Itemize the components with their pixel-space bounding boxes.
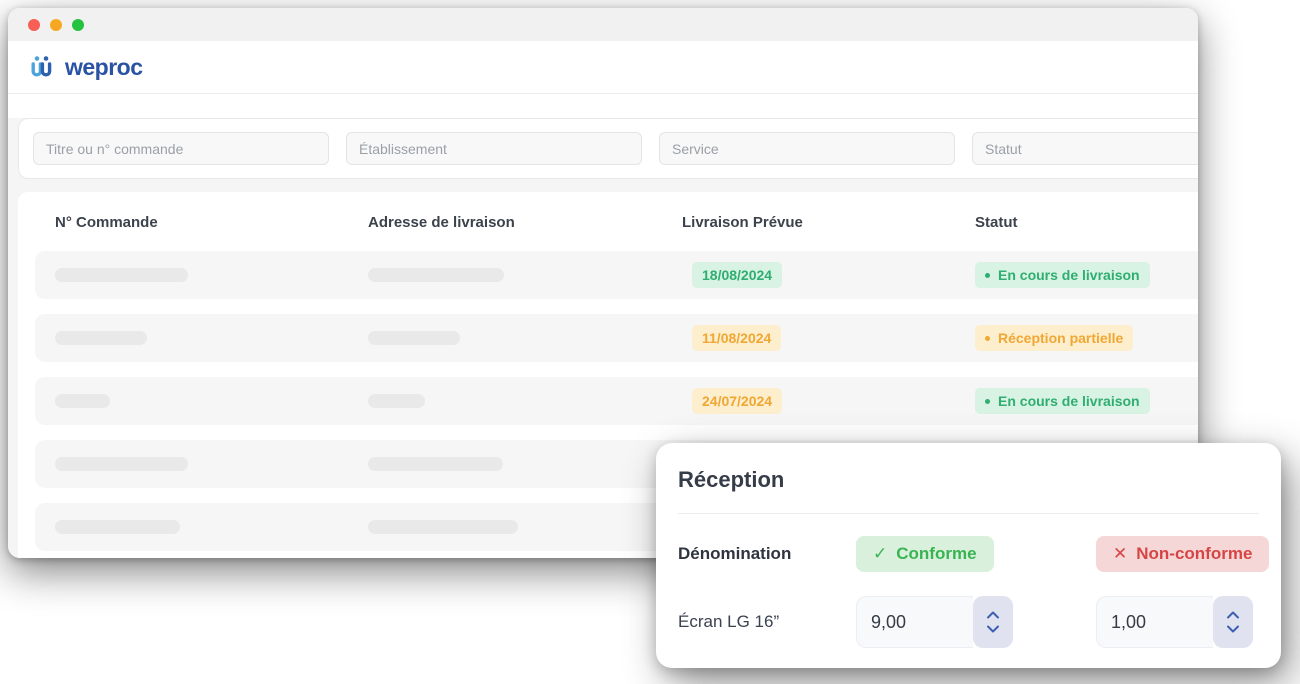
table-row[interactable]: 18/08/2024 En cours de livraison bbox=[35, 251, 1198, 299]
increment-button[interactable] bbox=[1226, 611, 1240, 619]
status-dot bbox=[985, 398, 990, 404]
status-badge: Réception partielle bbox=[975, 325, 1134, 351]
table-header-row: N° Commande Adresse de livraison Livrais… bbox=[18, 192, 1198, 231]
decrement-button[interactable] bbox=[1226, 625, 1240, 633]
non-conforme-qty-stepper: 1,00 bbox=[1096, 596, 1253, 648]
decrement-button[interactable] bbox=[986, 625, 1000, 633]
placeholder-bar bbox=[368, 331, 460, 345]
placeholder-bar bbox=[55, 457, 188, 471]
cross-icon: ✕ bbox=[1113, 544, 1128, 563]
table-row[interactable]: 11/08/2024 Réception partielle bbox=[35, 314, 1198, 362]
reception-item-row: Écran LG 16” 9,00 1,00 bbox=[678, 596, 1259, 648]
conforme-qty-input[interactable]: 9,00 bbox=[856, 596, 973, 648]
stepper-buttons bbox=[973, 596, 1013, 648]
column-header-statut: Statut bbox=[975, 214, 1018, 231]
placeholder-bar bbox=[55, 520, 180, 534]
column-header-livraison: Livraison Prévue bbox=[682, 214, 803, 231]
non-conforme-badge[interactable]: ✕ Non-conforme bbox=[1096, 536, 1270, 572]
non-conforme-label: Non-conforme bbox=[1136, 544, 1253, 563]
search-order-input[interactable] bbox=[33, 132, 329, 165]
minimize-window-button[interactable] bbox=[50, 18, 62, 31]
statut-input[interactable] bbox=[972, 132, 1198, 165]
traffic-lights bbox=[28, 18, 84, 31]
dialog-title: Réception bbox=[678, 467, 785, 492]
placeholder-bar bbox=[368, 394, 425, 408]
service-input[interactable] bbox=[659, 132, 955, 165]
placeholder-bar bbox=[368, 457, 503, 471]
filter-bar bbox=[18, 118, 1198, 179]
maximize-window-button[interactable] bbox=[72, 18, 84, 31]
placeholder-bar bbox=[55, 268, 188, 282]
conforme-qty-stepper: 9,00 bbox=[856, 596, 1013, 648]
reception-header-row: Dénomination ✓ Conforme ✕ Non-conforme bbox=[678, 536, 1270, 572]
window-titlebar bbox=[8, 8, 1198, 41]
item-name: Écran LG 16” bbox=[678, 612, 780, 631]
status-badge: En cours de livraison bbox=[975, 262, 1150, 288]
table-row[interactable]: 24/07/2024 En cours de livraison bbox=[35, 377, 1198, 425]
check-icon: ✓ bbox=[873, 544, 888, 563]
app-header: weproc bbox=[8, 41, 1198, 94]
etablissement-input[interactable] bbox=[346, 132, 642, 165]
stepper-buttons bbox=[1213, 596, 1253, 648]
conforme-badge[interactable]: ✓ Conforme bbox=[856, 536, 994, 572]
delivery-date-badge: 18/08/2024 bbox=[692, 262, 783, 288]
placeholder-bar bbox=[55, 394, 110, 408]
conforme-label: Conforme bbox=[896, 544, 977, 563]
delivery-date-badge: 11/08/2024 bbox=[692, 325, 782, 351]
divider bbox=[678, 513, 1259, 514]
status-dot bbox=[985, 335, 990, 341]
non-conforme-qty-input[interactable]: 1,00 bbox=[1096, 596, 1213, 648]
close-window-button[interactable] bbox=[28, 18, 40, 31]
reception-dialog: Réception Dénomination ✓ Conforme ✕ Non-… bbox=[656, 443, 1281, 668]
increment-button[interactable] bbox=[986, 611, 1000, 619]
placeholder-bar bbox=[55, 331, 147, 345]
placeholder-bar bbox=[368, 520, 518, 534]
weproc-logo-icon bbox=[28, 52, 55, 82]
placeholder-bar bbox=[368, 268, 504, 282]
column-header-adresse: Adresse de livraison bbox=[368, 214, 515, 231]
brand-wordmark: weproc bbox=[65, 53, 143, 80]
status-badge: En cours de livraison bbox=[975, 388, 1150, 414]
delivery-date-badge: 24/07/2024 bbox=[692, 388, 783, 414]
status-dot bbox=[985, 272, 990, 278]
denomination-column-label: Dénomination bbox=[678, 544, 792, 563]
column-header-commande: N° Commande bbox=[55, 214, 158, 231]
